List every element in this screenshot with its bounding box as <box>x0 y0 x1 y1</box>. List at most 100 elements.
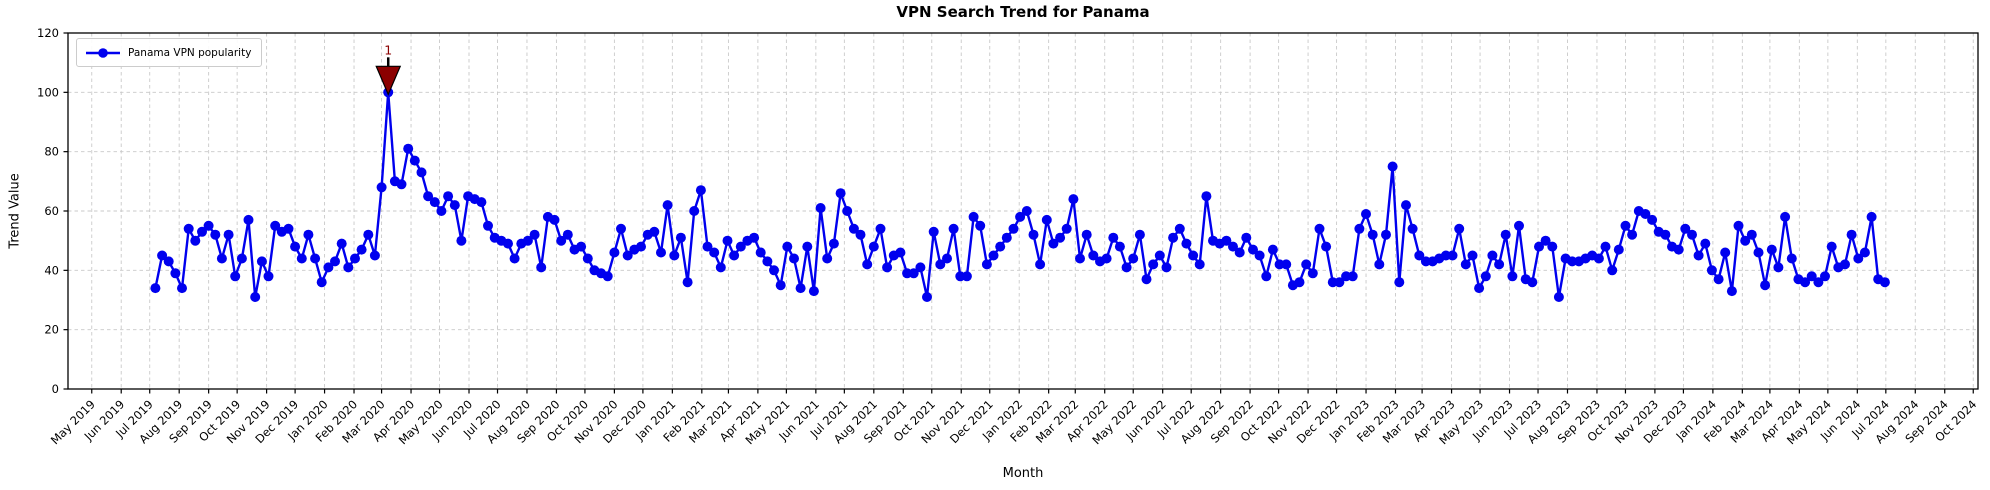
data-point-marker <box>815 203 826 213</box>
data-point-marker <box>1786 253 1797 264</box>
data-point-marker <box>1713 274 1724 285</box>
data-point-marker <box>1547 241 1558 252</box>
data-point-marker <box>1367 229 1378 240</box>
data-point-marker <box>456 235 467 246</box>
data-point-marker <box>735 241 746 252</box>
data-point-marker <box>1454 223 1465 234</box>
data-point-marker <box>1720 247 1731 258</box>
data-point-marker <box>1806 271 1817 282</box>
data-point-marker <box>509 253 520 264</box>
data-point-marker <box>1820 271 1830 282</box>
data-point-marker <box>1401 200 1411 211</box>
data-point-marker <box>1354 223 1365 234</box>
data-point-marker <box>183 223 194 234</box>
data-point-marker <box>602 271 613 282</box>
data-point-marker <box>609 247 620 258</box>
data-point-marker <box>1693 250 1704 261</box>
data-point-marker <box>1527 277 1538 288</box>
data-point-marker <box>842 206 853 216</box>
y-tick-label: 60 <box>44 204 59 218</box>
data-point-marker <box>995 241 1006 252</box>
y-tick-label: 100 <box>37 85 59 99</box>
data-point-marker <box>669 250 680 261</box>
legend-marker-icon <box>98 47 108 58</box>
data-point-marker <box>948 223 959 234</box>
data-point-marker <box>1241 232 1252 243</box>
data-point-marker <box>1041 214 1052 225</box>
data-point-marker <box>1334 277 1345 288</box>
data-point-marker <box>1853 253 1864 264</box>
data-point-marker <box>210 229 221 240</box>
data-point-marker <box>636 241 646 252</box>
data-point-marker <box>1487 250 1498 261</box>
data-point-marker <box>316 277 327 288</box>
data-point-marker <box>1121 262 1132 273</box>
data-point-marker <box>622 250 633 261</box>
data-point-marker <box>157 250 168 261</box>
data-point-marker <box>236 253 247 264</box>
data-point-marker <box>656 247 666 258</box>
legend-line-sample <box>86 47 120 58</box>
x-axis-label: Month <box>1002 466 1044 481</box>
data-point-marker <box>396 179 407 190</box>
data-point-marker <box>1673 244 1684 255</box>
y-tick-label: 0 <box>52 382 59 396</box>
data-point-marker <box>1114 241 1125 252</box>
data-point-marker <box>782 241 793 252</box>
data-point-marker <box>749 232 760 243</box>
data-point-marker <box>1148 259 1159 270</box>
data-point-marker <box>1753 247 1764 258</box>
data-point-marker <box>303 229 314 240</box>
data-point-marker <box>1607 265 1618 276</box>
data-point-marker <box>1048 238 1059 249</box>
data-point-marker <box>1081 229 1092 240</box>
data-point-marker <box>1061 223 1072 234</box>
data-point-marker <box>762 256 773 267</box>
data-point-marker <box>203 220 214 231</box>
data-point-marker <box>1660 229 1671 240</box>
data-point-marker <box>1234 247 1245 258</box>
data-point-marker <box>243 214 254 225</box>
data-point-marker <box>1021 206 1032 216</box>
data-point-marker <box>1706 265 1717 276</box>
data-point-marker <box>1700 238 1711 249</box>
data-point-marker <box>1141 274 1152 285</box>
data-point-marker <box>1301 259 1312 270</box>
data-point-marker <box>449 200 460 211</box>
data-point-marker <box>702 241 713 252</box>
data-point-marker <box>662 200 673 211</box>
data-point-marker <box>1347 271 1358 282</box>
data-point-marker <box>582 253 593 264</box>
data-point-marker <box>616 223 626 234</box>
data-point-marker <box>988 250 999 261</box>
data-point-marker <box>1088 250 1099 261</box>
trend-line <box>154 91 1887 299</box>
data-point-marker <box>197 226 207 237</box>
data-point-marker <box>403 143 414 154</box>
data-point-marker <box>1474 283 1485 294</box>
data-point-marker <box>1627 229 1638 240</box>
data-point-marker <box>1394 277 1405 288</box>
data-point-marker <box>443 191 454 202</box>
data-point-marker <box>576 241 587 252</box>
data-point-marker <box>409 155 420 166</box>
data-point-marker <box>755 247 766 258</box>
data-point-marker <box>1500 229 1511 240</box>
data-point-marker <box>250 292 261 302</box>
data-point-marker <box>769 265 779 276</box>
data-point-marker <box>549 214 560 225</box>
data-point-marker <box>942 253 952 264</box>
data-point-marker <box>1813 277 1824 288</box>
data-point-marker <box>1447 250 1458 261</box>
data-point-marker <box>1613 244 1624 255</box>
data-point-marker <box>529 229 540 240</box>
data-point-marker <box>429 197 440 208</box>
data-point-marker <box>1540 235 1551 246</box>
data-point-marker <box>1773 262 1784 273</box>
data-point-marker <box>536 262 547 273</box>
data-point-marker <box>1859 247 1870 258</box>
data-point-marker <box>522 235 533 246</box>
data-point-marker <box>1228 241 1238 252</box>
data-point-marker <box>290 241 301 252</box>
